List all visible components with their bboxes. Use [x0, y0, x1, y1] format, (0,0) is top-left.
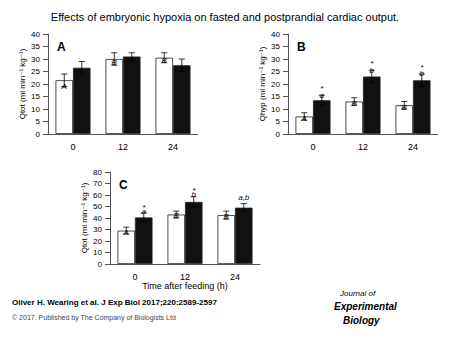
svg-text:Q̇tot (ml min⁻¹ kg⁻¹): Q̇tot (ml min⁻¹ kg⁻¹): [80, 182, 89, 253]
svg-text:B: B: [352, 99, 358, 108]
svg-text:30: 30: [271, 55, 280, 64]
svg-text:24: 24: [408, 142, 418, 152]
svg-text:20: 20: [31, 80, 40, 89]
svg-text:70: 70: [93, 179, 102, 188]
svg-text:5: 5: [276, 117, 281, 126]
svg-text:12: 12: [358, 142, 368, 152]
svg-text:Journal of: Journal of: [339, 289, 376, 298]
svg-text:0: 0: [132, 272, 137, 282]
svg-text:15: 15: [271, 92, 280, 101]
svg-text:0: 0: [310, 142, 315, 152]
svg-text:Time after feeding (h): Time after feeding (h): [142, 281, 228, 291]
svg-text:30: 30: [93, 225, 102, 234]
svg-text:60: 60: [93, 191, 102, 200]
svg-text:B: B: [112, 58, 118, 67]
svg-text:Effects of embryonic hypoxia o: Effects of embryonic hypoxia on fasted a…: [51, 11, 399, 23]
svg-text:Experimental: Experimental: [334, 301, 397, 312]
svg-text:0: 0: [98, 260, 103, 269]
svg-text:24: 24: [230, 272, 240, 282]
svg-text:A: A: [57, 40, 66, 54]
svg-text:20: 20: [93, 237, 102, 246]
svg-text:B: B: [174, 211, 180, 220]
svg-text:40: 40: [31, 30, 40, 39]
svg-text:a: a: [142, 207, 147, 216]
svg-text:b: b: [370, 66, 375, 75]
svg-text:20: 20: [271, 80, 280, 89]
svg-text:30: 30: [31, 55, 40, 64]
svg-text:B: B: [297, 40, 306, 54]
svg-text:A: A: [123, 228, 129, 237]
svg-text:25: 25: [271, 67, 280, 76]
svg-text:24: 24: [168, 142, 178, 152]
svg-text:Oliver H. Wearing et al. J Exp: Oliver H. Wearing et al. J Exp Biol 2017…: [12, 298, 217, 307]
svg-text:40: 40: [271, 30, 280, 39]
svg-text:35: 35: [31, 42, 40, 51]
svg-text:10: 10: [271, 105, 280, 114]
svg-text:10: 10: [93, 248, 102, 257]
svg-text:12: 12: [118, 142, 128, 152]
svg-text:a,b: a,b: [238, 193, 250, 202]
svg-text:0: 0: [36, 130, 41, 139]
svg-text:B: B: [162, 56, 168, 65]
svg-text:B: B: [224, 212, 230, 221]
svg-text:Q̇tot (ml min⁻¹ kg⁻¹): Q̇tot (ml min⁻¹ kg⁻¹): [18, 48, 27, 119]
svg-text:Biology: Biology: [343, 315, 380, 326]
svg-text:b: b: [192, 190, 197, 199]
svg-text:80: 80: [93, 168, 102, 177]
svg-text:A: A: [61, 82, 67, 91]
svg-text:0: 0: [276, 130, 281, 139]
svg-text:40: 40: [93, 214, 102, 223]
svg-text:0: 0: [70, 142, 75, 152]
svg-text:35: 35: [271, 42, 280, 51]
svg-text:10: 10: [31, 105, 40, 114]
svg-text:15: 15: [31, 92, 40, 101]
svg-text:B: B: [402, 103, 408, 112]
svg-text:50: 50: [93, 202, 102, 211]
svg-text:© 2017. Published by The Compa: © 2017. Published by The Company of Biol…: [12, 314, 176, 322]
svg-text:C: C: [119, 178, 128, 192]
svg-text:a: a: [320, 91, 325, 100]
svg-text:5: 5: [36, 117, 41, 126]
svg-text:12: 12: [180, 272, 190, 282]
svg-text:Q̇hyp (ml min⁻¹ kg⁻¹): Q̇hyp (ml min⁻¹ kg⁻¹): [258, 46, 267, 121]
svg-text:b: b: [420, 69, 425, 78]
svg-text:25: 25: [31, 67, 40, 76]
svg-text:A: A: [301, 114, 307, 123]
